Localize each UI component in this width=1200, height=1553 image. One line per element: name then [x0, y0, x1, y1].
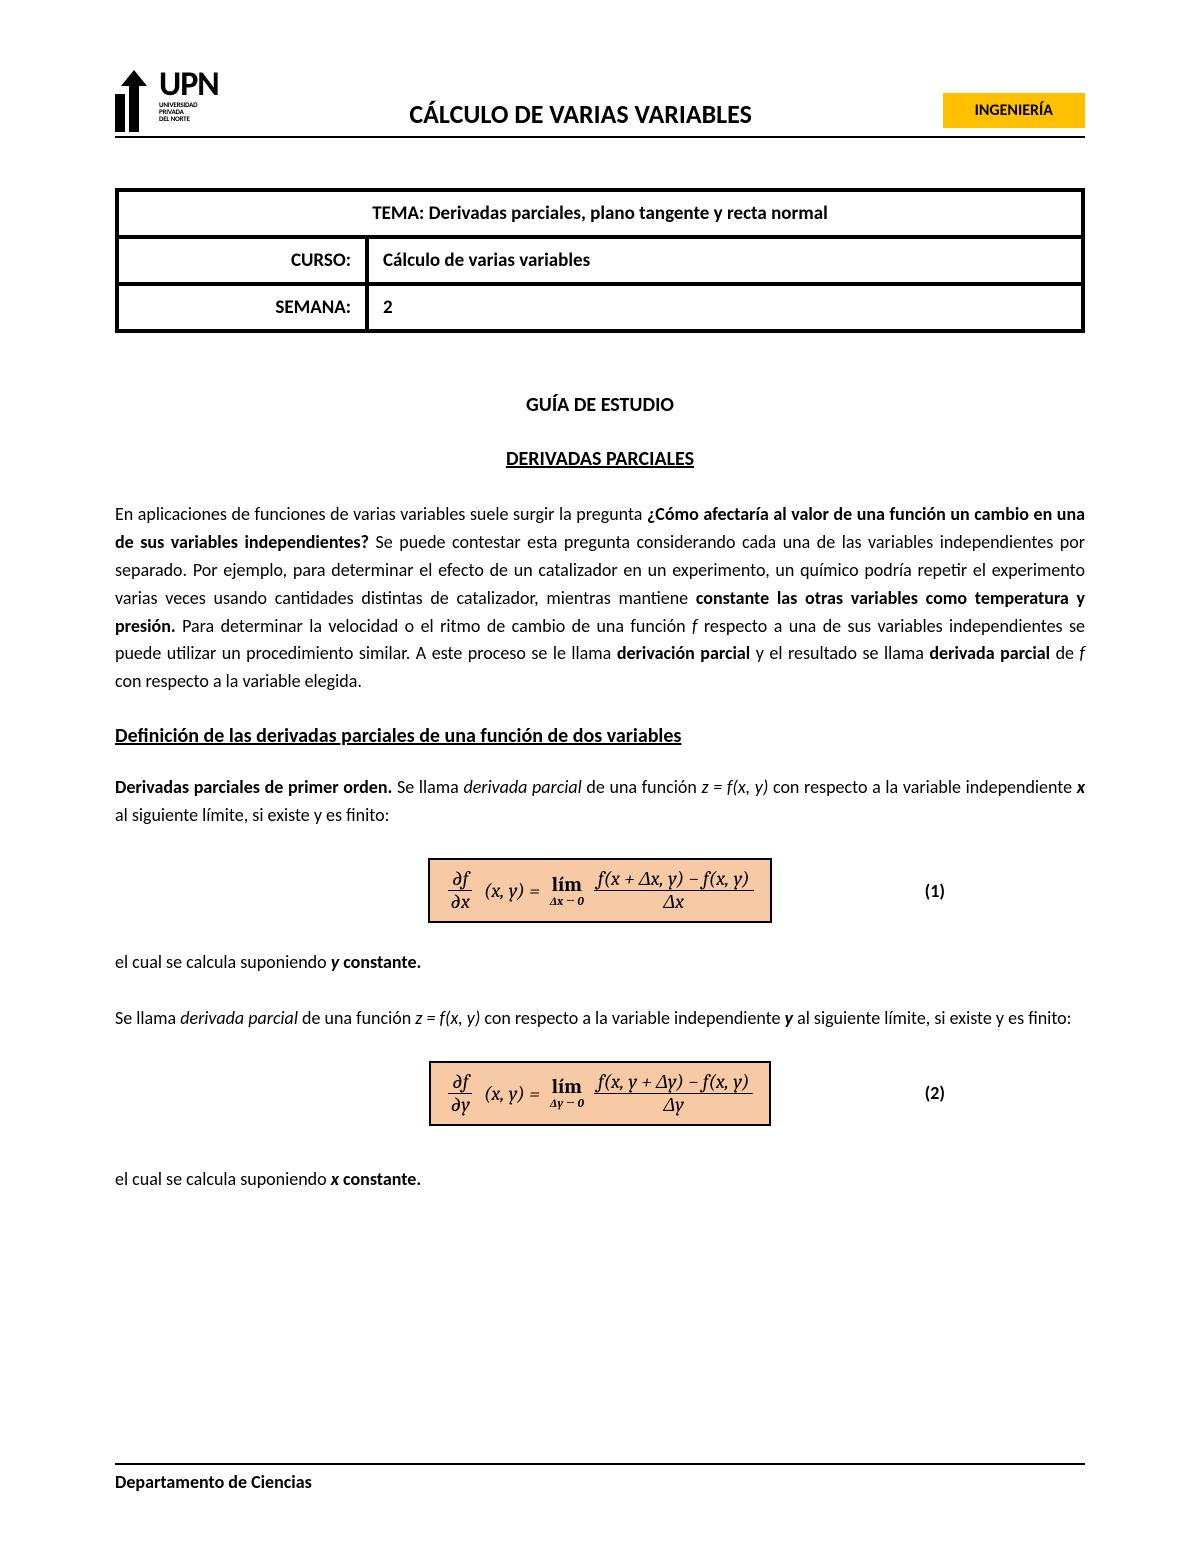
- after-formula-2: el cual se calcula suponiendo x constant…: [115, 1166, 1085, 1194]
- definition-2: Se llama derivada parcial de una función…: [115, 1005, 1085, 1033]
- f1-lim-sub: Δx → 0: [550, 895, 584, 907]
- text: con respecto a la variable elegida.: [115, 670, 362, 692]
- f2-lhs-den: ∂y: [447, 1094, 474, 1116]
- text: Para determinar la velocidad o el ritmo …: [176, 615, 692, 637]
- semana-label: SEMANA:: [117, 284, 367, 331]
- text: al siguiente límite, si existe y es fini…: [115, 804, 389, 826]
- intro-paragraph: En aplicaciones de funciones de varias v…: [115, 501, 1085, 696]
- f2-lim-sub: Δy → 0: [550, 1097, 584, 1109]
- math-var: x: [1077, 776, 1085, 798]
- f2-args: (x, y) =: [484, 1082, 540, 1105]
- page-footer: Departamento de Ciencias: [115, 1463, 1085, 1493]
- math-var: y: [331, 951, 339, 973]
- f2-rhs-num: f(x, y + Δy) − f(x, y): [594, 1071, 753, 1094]
- tema-label: TEMA:: [372, 202, 424, 225]
- text-bold: constante.: [339, 1168, 421, 1190]
- f1-rhs-den: Δx: [659, 891, 688, 913]
- f1-args: (x, y) =: [484, 879, 540, 902]
- logo-name: UPN: [159, 70, 219, 101]
- formula-1-label: (1): [925, 880, 945, 902]
- text: el cual se calcula suponiendo: [115, 951, 331, 973]
- formula-2-label: (2): [925, 1082, 945, 1104]
- formula-2-row: ∂f ∂y (x, y) = lím Δy → 0 f(x, y + Δy) −…: [115, 1061, 1085, 1126]
- tema-row: TEMA: Derivadas parciales, plano tangent…: [117, 190, 1083, 237]
- text-bold: Derivadas parciales de primer orden.: [115, 776, 392, 798]
- math-var: y: [785, 1007, 793, 1029]
- text-bold: derivación parcial: [617, 642, 750, 664]
- text: con respecto a la variable independiente: [480, 1007, 784, 1029]
- text: de: [1050, 642, 1079, 664]
- text-italic: derivada parcial: [463, 776, 581, 798]
- faculty-badge: INGENIERÍA: [943, 93, 1085, 128]
- f1-lhs-num: ∂f: [448, 868, 472, 891]
- curso-label: CURSO:: [117, 237, 367, 284]
- page-header: UPN UNIVERSIDAD PRIVADA DEL NORTE CÁLCUL…: [115, 70, 1085, 138]
- course-title: CÁLCULO DE VARIAS VARIABLES: [219, 98, 943, 132]
- f1-rhs-num: f(x + Δx, y) − f(x, y): [594, 868, 754, 891]
- formula-1-row: ∂f ∂x (x, y) = lím Δx → 0 f(x + Δx, y) −…: [115, 858, 1085, 923]
- math-expr: z = f(x, y): [415, 1007, 480, 1029]
- after-formula-1: el cual se calcula suponiendo y constant…: [115, 949, 1085, 977]
- text: con respecto a la variable independiente: [768, 776, 1076, 798]
- semana-value: 2: [367, 284, 1083, 331]
- text-bold: derivada parcial: [929, 642, 1050, 664]
- math-var: x: [331, 1168, 339, 1190]
- f2-rhs-den: Δy: [660, 1094, 688, 1116]
- text: de una función: [582, 776, 702, 798]
- logo: UPN UNIVERSIDAD PRIVADA DEL NORTE: [115, 70, 219, 132]
- text: el cual se calcula suponiendo: [115, 1168, 331, 1190]
- upn-arrow-icon: [115, 70, 153, 132]
- subsection-title: Definición de las derivadas parciales de…: [115, 724, 1085, 748]
- section-title: DERIVADAS PARCIALES: [115, 447, 1085, 471]
- f2-lim: lím: [552, 1077, 582, 1097]
- f2-lhs-num: ∂f: [448, 1071, 472, 1094]
- curso-value: Cálculo de varias variables: [367, 237, 1083, 284]
- text: al siguiente límite, si existe y es fini…: [793, 1007, 1071, 1029]
- text-bold: constante.: [339, 951, 421, 973]
- definition-1: Derivadas parciales de primer orden. Se …: [115, 774, 1085, 830]
- formula-2-box: ∂f ∂y (x, y) = lím Δy → 0 f(x, y + Δy) −…: [429, 1061, 772, 1126]
- text-italic: derivada parcial: [180, 1007, 298, 1029]
- tema-value: Derivadas parciales, plano tangente y re…: [429, 202, 828, 225]
- math-var: f: [1079, 642, 1085, 664]
- text: En aplicaciones de funciones de varias v…: [115, 503, 647, 525]
- formula-1-box: ∂f ∂x (x, y) = lím Δx → 0 f(x + Δx, y) −…: [428, 858, 771, 923]
- f1-lim: lím: [552, 875, 582, 895]
- text: Se llama: [115, 1007, 180, 1029]
- text: Se llama: [392, 776, 463, 798]
- info-table: TEMA: Derivadas parciales, plano tangent…: [115, 188, 1085, 333]
- guide-title: GUÍA DE ESTUDIO: [115, 393, 1085, 417]
- text: y el resultado se llama: [750, 642, 929, 664]
- text: de una función: [298, 1007, 415, 1029]
- math-expr: z = f(x, y): [701, 776, 768, 798]
- f1-lhs-den: ∂x: [446, 891, 474, 913]
- logo-sub-3: DEL NORTE: [159, 115, 219, 122]
